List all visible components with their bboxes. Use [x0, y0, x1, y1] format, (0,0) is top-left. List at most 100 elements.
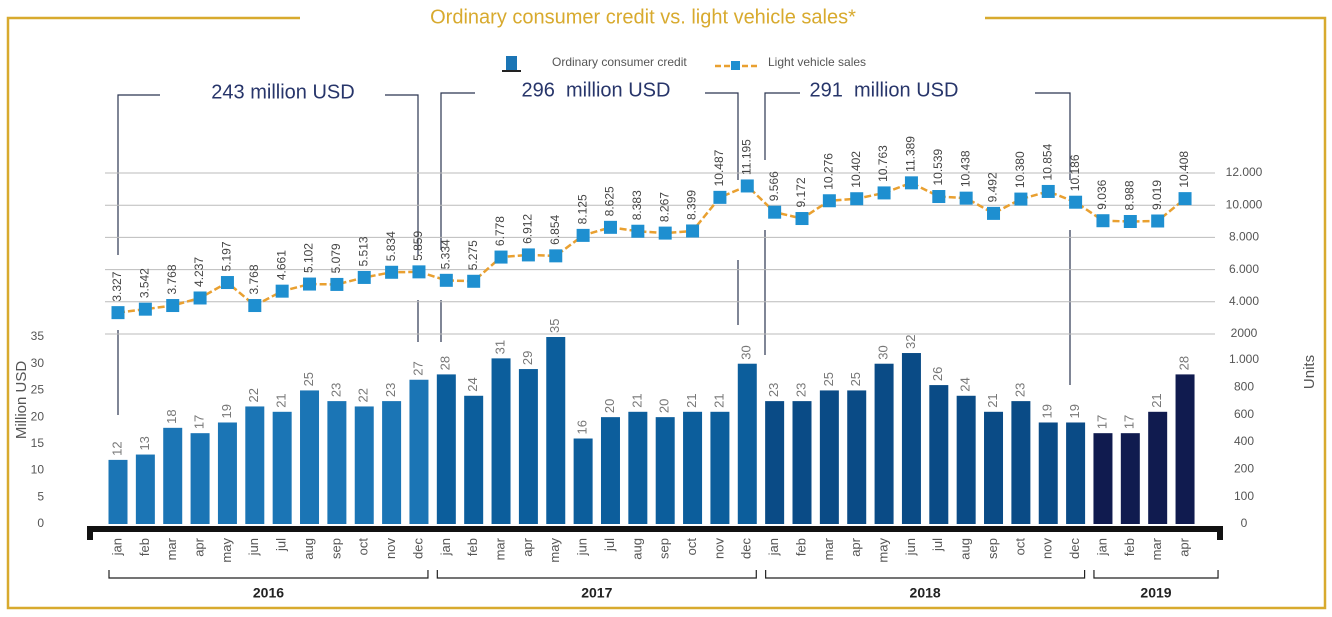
bar-value-label: 25 [301, 372, 316, 386]
bar [628, 411, 648, 524]
x-tick-label: dec [410, 538, 425, 559]
line-marker [603, 220, 617, 234]
line-marker [303, 277, 317, 291]
line-marker [1123, 214, 1137, 228]
y2-tick-label: 10.000 [1226, 197, 1263, 211]
line-marker [521, 248, 535, 262]
x-tick-label: sep [657, 538, 672, 559]
line-value-label: 9.566 [767, 171, 781, 201]
bar-value-label: 32 [903, 335, 918, 349]
y-tick-label: 0 [37, 516, 44, 530]
line-value-label: 3.768 [165, 264, 179, 294]
line-value-label: 9.036 [1095, 179, 1109, 209]
line-marker [549, 249, 563, 263]
line-value-label: 8.383 [630, 190, 644, 220]
line-value-label: 5.197 [220, 241, 234, 271]
line-marker [275, 284, 289, 298]
x-tick-label: dec [739, 538, 754, 559]
x-tick-label: oct [1012, 538, 1027, 556]
x-tick-label: oct [684, 538, 699, 556]
line-marker [904, 176, 918, 190]
bar-value-label: 16 [575, 420, 590, 434]
bar-value-label: 27 [410, 361, 425, 375]
bar-value-label: 23 [383, 383, 398, 397]
x-tick-label: mar [821, 537, 836, 560]
line-marker [467, 274, 481, 288]
line-marker [959, 191, 973, 205]
line-marker [1096, 214, 1110, 228]
line-marker [193, 291, 207, 305]
annotation: 243 million USD [211, 81, 354, 103]
y2-tick-label: 8.000 [1229, 230, 1259, 244]
y-tick-label: 10 [31, 463, 45, 477]
y-tick-label: 25 [31, 383, 45, 397]
bar [491, 358, 511, 524]
x-tick-label: aug [958, 538, 973, 560]
bar [573, 438, 593, 524]
bar-value-label: 25 [821, 372, 836, 386]
line-value-label: 5.102 [302, 243, 316, 273]
line-value-label: 4.661 [274, 250, 288, 280]
bar [901, 353, 921, 524]
line-marker [248, 299, 262, 313]
x-tick-label: feb [465, 538, 480, 556]
bar-value-label: 30 [876, 345, 891, 359]
year-label: 2017 [581, 585, 612, 601]
x-tick-label: nov [383, 538, 398, 559]
bar [546, 337, 566, 524]
y-axis-label: Million USD [13, 361, 30, 440]
bar-value-label: 24 [958, 377, 973, 391]
line-value-label: 4.237 [192, 257, 206, 287]
line-marker [439, 273, 453, 287]
line-value-label: 10.854 [1040, 143, 1054, 180]
line-marker [822, 194, 836, 208]
x-axis [87, 526, 1223, 540]
x-tick-label: feb [137, 538, 152, 556]
x-tick-label: jun [246, 538, 261, 556]
y2-lower-tick-label: 1.000 [1229, 352, 1259, 366]
x-tick-label: may [876, 538, 891, 563]
bar-value-label: 21 [711, 393, 726, 407]
line-value-label: 10.487 [712, 149, 726, 186]
line-marker [686, 224, 700, 238]
bar [190, 433, 210, 524]
bar [1120, 433, 1140, 524]
line-marker [850, 192, 864, 206]
line-marker [631, 224, 645, 238]
legend-marker-icon [731, 61, 740, 70]
line-value-label: 11.389 [904, 136, 918, 172]
y2-lower-tick-label: 200 [1234, 462, 1254, 476]
bar [1175, 374, 1195, 524]
line-value-label: 8.125 [575, 194, 589, 224]
annotation: 291 million USD [810, 79, 959, 101]
y2-tick-label: 4.000 [1229, 294, 1259, 308]
bar-value-label: 28 [1176, 356, 1191, 370]
line-marker [494, 250, 508, 264]
y2-lower-tick-label: 0 [1241, 516, 1248, 530]
line-marker [166, 299, 180, 313]
bar [847, 390, 867, 524]
line-value-label: 5.275 [466, 240, 480, 270]
bar-value-label: 23 [766, 383, 781, 397]
bar [737, 363, 757, 524]
line-marker [877, 186, 891, 200]
bar-value-label: 23 [1012, 383, 1027, 397]
x-tick-label: aug [629, 538, 644, 560]
x-tick-label: dec [1067, 538, 1082, 559]
x-tick-label: jun [575, 538, 590, 556]
x-tick-label: jul [602, 538, 617, 552]
line-marker [713, 190, 727, 204]
year-label: 2016 [253, 585, 284, 601]
bar [683, 411, 703, 524]
line-value-label: 9.492 [986, 172, 1000, 202]
bar-value-label: 21 [985, 393, 1000, 407]
x-tick-label: mar [164, 537, 179, 560]
line-value-label: 3.542 [138, 268, 152, 298]
bar [1038, 422, 1058, 524]
x-tick-label: oct [356, 538, 371, 556]
x-tick-label: sep [985, 538, 1000, 559]
year-bracket [108, 570, 429, 579]
bar [1093, 433, 1113, 524]
x-tick-label: may [547, 538, 562, 563]
